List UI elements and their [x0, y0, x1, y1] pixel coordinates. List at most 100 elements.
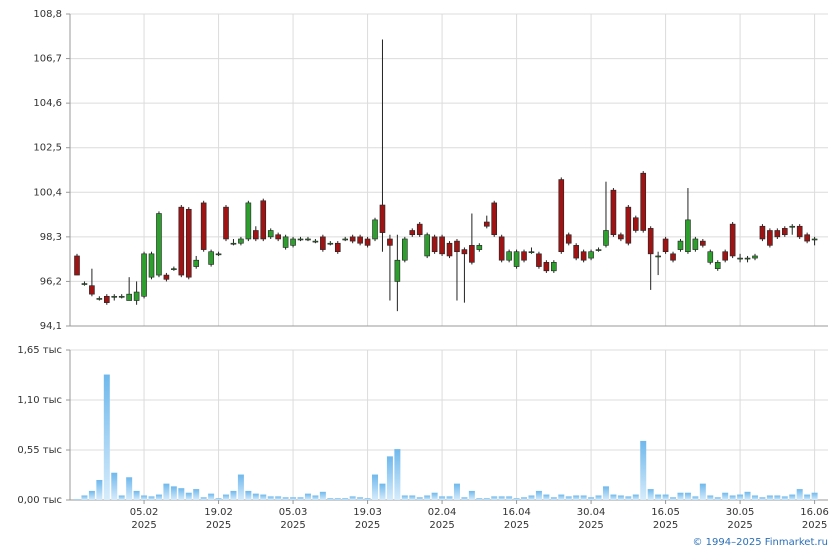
candle-body [677, 240, 684, 250]
candle-body [796, 225, 803, 238]
candle-body [185, 208, 192, 278]
volume-bar [453, 483, 460, 500]
x-tick-label: 05.02 [130, 507, 159, 518]
volume-bar [342, 498, 349, 500]
y-tick-label: 96,2 [40, 276, 62, 287]
volume-bar [141, 495, 148, 500]
x-tick-label: 19.02 [204, 507, 233, 518]
candle-body [290, 238, 296, 246]
candle-body [595, 249, 602, 251]
candle-body [647, 228, 654, 255]
x-tick-label: 19.03 [353, 507, 382, 518]
volume-bar [282, 497, 289, 500]
candle-body [461, 249, 468, 255]
volume-bar [312, 495, 319, 500]
candle-body [104, 295, 110, 303]
volume-bar [684, 492, 691, 500]
candle-body [580, 251, 587, 261]
x-tick-label: 16.05 [651, 507, 680, 518]
candle-body [282, 236, 289, 248]
volume-bar [96, 480, 103, 500]
volume-bar [163, 483, 170, 500]
volume-bar [573, 495, 580, 500]
volume-bar [252, 493, 259, 500]
volume-bar [781, 496, 788, 500]
candle-body [737, 257, 743, 260]
candle-body [781, 228, 788, 236]
x-tick-label: 02.04 [428, 507, 457, 518]
volume-bar [766, 495, 773, 500]
x-tick-label: 30.05 [726, 507, 755, 518]
y-tick-label: 94,1 [40, 321, 62, 332]
candle-body [372, 219, 378, 240]
candle-body [707, 251, 714, 263]
volume-bar [550, 497, 557, 500]
candle-body [528, 251, 535, 254]
candle-body [498, 236, 505, 261]
y-tick-label: 1,10 тыс [17, 395, 62, 406]
candle-body [208, 251, 214, 265]
candle-body [200, 202, 207, 250]
y-tick-label: 0,55 тыс [17, 445, 62, 456]
volume-bar [804, 494, 811, 500]
volume-bar [513, 498, 520, 500]
x-tick-label: 16.06 [800, 507, 829, 518]
volume-bar [290, 497, 297, 500]
candle-body [96, 298, 103, 300]
volume-bar [632, 494, 639, 500]
candle-body [141, 253, 147, 297]
volume-bar [692, 496, 699, 500]
candle-body [238, 238, 244, 244]
candle-body [811, 238, 818, 241]
candle-body [89, 285, 95, 295]
volume-bar [580, 495, 587, 500]
candle-body [223, 206, 229, 240]
candle-body [148, 253, 155, 278]
x-tick-label: 16.04 [502, 507, 531, 518]
x-tick-label: 2025 [280, 520, 305, 531]
candle-body [364, 238, 371, 246]
volume-bar [446, 496, 453, 500]
volume-bar [699, 483, 706, 500]
volume-bar [364, 498, 371, 500]
volume-bar [558, 494, 565, 500]
candle-body [424, 234, 430, 257]
volume-bar [223, 494, 230, 500]
volume-bar [528, 495, 535, 500]
volume-bar [565, 496, 572, 500]
volume-bar [670, 497, 677, 500]
candle-body [81, 283, 88, 285]
volume-bar [185, 492, 192, 500]
volume-bar [349, 496, 356, 500]
volume-bar [88, 490, 95, 500]
volume-bar [118, 495, 125, 500]
x-tick-label: 2025 [727, 520, 752, 531]
candle-body [327, 242, 334, 245]
candle-body [446, 242, 453, 257]
candle-body [230, 242, 237, 245]
volume-bar [178, 488, 185, 500]
y-tick-label: 1,65 тыс [17, 345, 62, 356]
candle-body [700, 240, 706, 246]
volume-bar [148, 496, 155, 500]
candle-body [565, 234, 572, 244]
candle-body [491, 202, 498, 236]
volume-bar [74, 499, 81, 500]
y-tick-label: 106,7 [33, 54, 62, 65]
volume-bar [133, 490, 140, 500]
y-tick-label: 0,00 тыс [17, 495, 62, 506]
footer[interactable]: © 1994–2025 Finmarket.ru [692, 537, 828, 548]
volume-bar [267, 496, 274, 500]
candle-body [111, 295, 118, 298]
volume-bar [498, 496, 505, 500]
candle-body [215, 253, 222, 256]
volume-bar [155, 494, 162, 500]
candle-body [543, 262, 550, 272]
volume-bar [602, 486, 609, 500]
volume-bar [304, 493, 311, 500]
candle-body [357, 236, 363, 244]
volume-bar [483, 498, 490, 500]
y-tick-label: 102,5 [33, 143, 62, 154]
y-tick-label: 104,6 [33, 98, 62, 109]
volume-bar [208, 493, 215, 500]
